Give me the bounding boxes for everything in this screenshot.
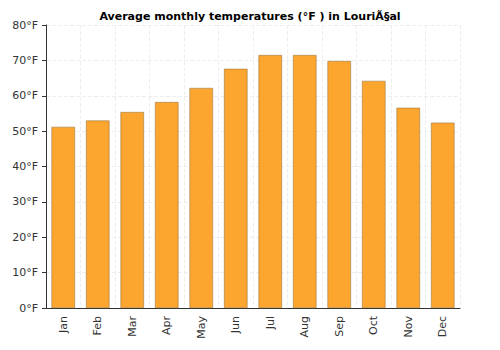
- svg-text:70°F: 70°F: [12, 54, 38, 67]
- svg-text:80°F: 80°F: [12, 19, 38, 32]
- svg-text:30°F: 30°F: [12, 195, 38, 208]
- svg-text:Sep: Sep: [333, 316, 346, 337]
- svg-text:50°F: 50°F: [12, 125, 38, 138]
- svg-text:Oct: Oct: [367, 315, 380, 335]
- svg-text:Nov: Nov: [402, 316, 415, 338]
- svg-text:Average monthly temperatures (: Average monthly temperatures (°F ) in Lo…: [99, 10, 400, 23]
- svg-text:10°F: 10°F: [12, 266, 38, 279]
- svg-text:May: May: [195, 316, 208, 339]
- svg-text:Jan: Jan: [57, 316, 70, 334]
- svg-text:Aug: Aug: [298, 316, 311, 337]
- svg-text:60°F: 60°F: [12, 89, 38, 102]
- svg-text:Feb: Feb: [91, 316, 104, 335]
- svg-text:Jun: Jun: [229, 316, 242, 334]
- svg-text:20°F: 20°F: [12, 231, 38, 244]
- svg-text:0°F: 0°F: [19, 302, 38, 315]
- svg-text:Jul: Jul: [264, 316, 277, 330]
- svg-text:Apr: Apr: [160, 316, 173, 336]
- svg-text:40°F: 40°F: [12, 160, 38, 173]
- svg-text:Mar: Mar: [126, 316, 139, 337]
- svg-text:Dec: Dec: [436, 316, 449, 337]
